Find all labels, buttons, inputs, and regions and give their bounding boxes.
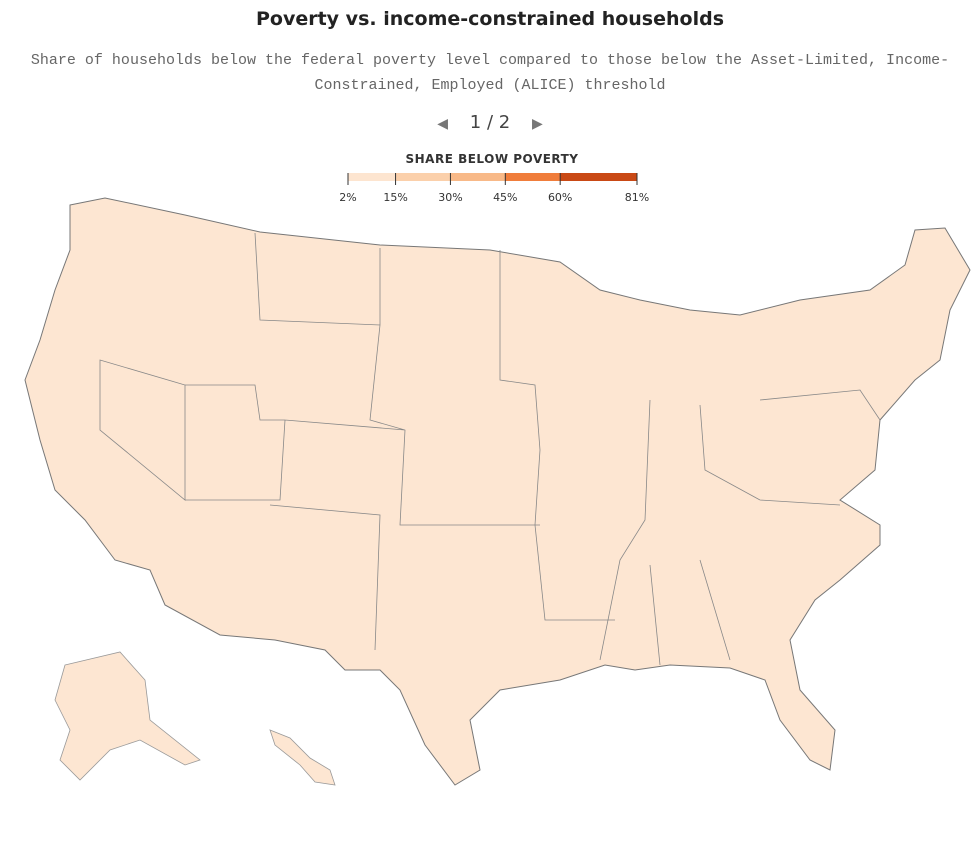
legend-swatch: [505, 173, 561, 181]
subtitle: Share of households below the federal po…: [30, 52, 950, 94]
legend-tick-label: 15%: [383, 191, 407, 204]
legend-tick-label: 30%: [438, 191, 462, 204]
alaska: [54, 651, 201, 781]
next-button[interactable]: ▶: [531, 116, 543, 132]
legend-swatch: [450, 173, 506, 181]
legend-swatch: [395, 173, 451, 181]
hawaii: [269, 729, 336, 786]
legend-tick-label: 60%: [548, 191, 572, 204]
title: Poverty vs. income-constrained household…: [255, 8, 725, 30]
page-indicator: 1 / 2: [469, 112, 511, 133]
legend-swatch: [560, 173, 637, 181]
prev-button[interactable]: ◀: [437, 116, 449, 132]
legend-tick-label: 2%: [339, 191, 356, 204]
legend-title: SHARE BELOW POVERTY: [406, 152, 579, 166]
legend-tick-label: 45%: [493, 191, 517, 204]
contiguous-us: [24, 197, 971, 786]
pager: ◀ 1 / 2 ▶: [0, 112, 980, 133]
legend-tick-label: 81%: [625, 191, 649, 204]
state-borders: [99, 232, 881, 666]
legend-swatch: [348, 173, 396, 181]
